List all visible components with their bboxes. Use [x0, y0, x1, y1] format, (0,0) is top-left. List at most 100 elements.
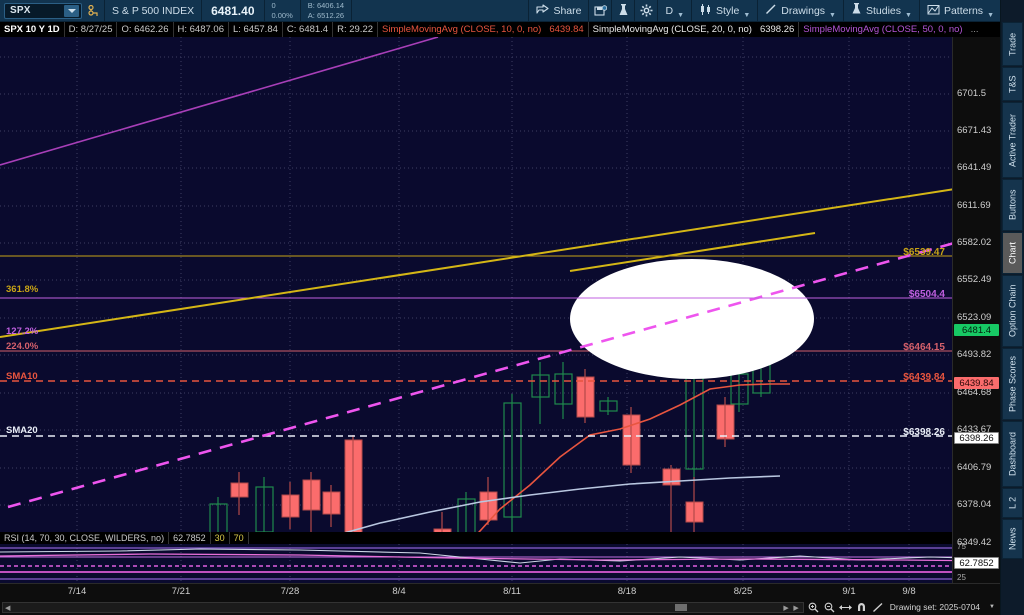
- price-tick: 6433.67: [957, 424, 992, 435]
- ohlc-study-bar: SPX 10 Y 1D D: 8/27/25 O: 6462.26 H: 648…: [0, 22, 1000, 37]
- time-tick: 8/18: [617, 586, 637, 597]
- fit-width-icon[interactable]: [838, 599, 854, 615]
- drawing-set-label[interactable]: Drawing set: 2025-0704: [889, 602, 980, 612]
- studies-label: Studies: [865, 4, 902, 17]
- bottom-status-bar: ◀ ▶ ▶: [0, 599, 1024, 615]
- zoom-in-icon[interactable]: [806, 599, 822, 615]
- study-sma50-label[interactable]: SimpleMovingAvg (CLOSE, 50, 0, no): [803, 24, 963, 35]
- change-absolute: 0: [271, 1, 276, 11]
- magenta-dashed-trendline: [7, 231, 991, 509]
- sidebar-tab-option-chain[interactable]: Option Chain: [1002, 275, 1023, 347]
- gear-icon[interactable]: [635, 0, 657, 22]
- scroll-left-icon[interactable]: ◀: [5, 604, 11, 612]
- chevron-down-icon[interactable]: ▼: [905, 11, 912, 19]
- highlight-ellipse: [570, 259, 814, 379]
- sidebar-tab-dashboard[interactable]: Dashboard: [1002, 421, 1023, 487]
- patterns-icon: [927, 4, 940, 18]
- drawing-tool-button[interactable]: D ▼: [658, 0, 691, 22]
- flask-studies-icon[interactable]: [612, 0, 634, 22]
- time-tick: 9/1: [842, 586, 856, 597]
- time-tick: 9/8: [902, 586, 916, 597]
- sidebar-tab-ts[interactable]: T&S: [1002, 67, 1023, 101]
- scroll-right-icon[interactable]: ▶: [783, 604, 789, 612]
- time-tick: 8/25: [733, 586, 753, 597]
- rsi-chart-panel[interactable]: [0, 544, 1000, 583]
- sma10-price-badge: 6439.84: [954, 377, 999, 389]
- scroll-end-icon[interactable]: ▶: [793, 604, 799, 612]
- time-tick: 7/21: [171, 586, 191, 597]
- price-tick: 6378.04: [957, 499, 992, 510]
- sma10-price-label: $6439.84: [903, 372, 945, 383]
- chevron-down-icon[interactable]: ▼: [829, 11, 836, 19]
- chevron-down-icon[interactable]: ▼: [677, 11, 684, 19]
- ohlc-range: R: 29.22: [333, 22, 379, 37]
- drawings-button[interactable]: Drawings ▼: [758, 0, 843, 22]
- ask-price: A: 6512.26: [307, 10, 345, 20]
- drawing-set-chevron-down-icon[interactable]: ▼: [989, 604, 995, 610]
- chevron-down-icon[interactable]: ▼: [987, 11, 994, 19]
- sidebar-tab-trade[interactable]: Trade: [1002, 22, 1023, 66]
- style-button[interactable]: Style ▼: [692, 0, 757, 22]
- price-tick: 6611.69: [957, 200, 991, 211]
- sma20-price-badge: 6398.26: [954, 432, 999, 444]
- line-tool-icon[interactable]: [870, 599, 886, 615]
- ohlc-low: L: 6457.84: [229, 22, 283, 37]
- price-tick: 6523.09: [957, 312, 992, 323]
- top-toolbar: SPX S & P 500 INDEX 6481.40 0 0.00% B: 6…: [0, 0, 1024, 22]
- drawings-label: Drawings: [781, 4, 826, 17]
- price-chart-panel[interactable]: 361.8% 127.2% 224.0% SMA10 SMA20 $6539.4…: [0, 37, 1000, 532]
- sidebar-tab-l2[interactable]: L 2: [1002, 488, 1023, 518]
- price-axis[interactable]: 6701.5 6671.43 6641.49 6611.69 6582.02 6…: [952, 37, 1000, 583]
- study-sma20-label[interactable]: SimpleMovingAvg (CLOSE, 20, 0, no): [592, 24, 752, 35]
- study-sma20-value: 6398.26: [756, 22, 800, 37]
- share-button[interactable]: Share: [529, 0, 588, 22]
- yellow-trendline-overlay: [569, 232, 816, 272]
- price-tick: 6701.5: [957, 88, 987, 99]
- sma20-line: [344, 475, 781, 532]
- patterns-button[interactable]: Patterns ▼: [920, 0, 1001, 22]
- sidebar-tab-buttons[interactable]: Buttons: [1002, 179, 1023, 231]
- magnet-icon[interactable]: [854, 599, 870, 615]
- scrollbar-thumb[interactable]: [675, 603, 687, 611]
- symbol-input[interactable]: SPX: [4, 2, 82, 19]
- save-chart-icon[interactable]: [589, 0, 611, 22]
- fib-price-127: $6504.4: [908, 289, 945, 300]
- rsi-study-header: RSI (14, 70, 30, CLOSE, WILDERS, no) 62.…: [0, 532, 1000, 544]
- studies-button[interactable]: Studies ▼: [844, 0, 919, 22]
- study-overflow[interactable]: ...: [970, 24, 979, 35]
- horizontal-gridlines: [0, 56, 1000, 506]
- zoom-out-icon[interactable]: [822, 599, 838, 615]
- sidebar-tab-active-trader[interactable]: Active Trader: [1002, 102, 1023, 178]
- rsi-axis-bottom: 25: [957, 573, 966, 582]
- drawing-tool-label: D: [665, 4, 674, 17]
- price-tick: 6552.49: [957, 274, 992, 285]
- price-tick: 6406.79: [957, 462, 992, 473]
- sma10-line: [478, 383, 790, 532]
- time-axis[interactable]: 7/14 7/21 7/28 8/4 8/11 8/18 8/25 9/1 9/…: [0, 583, 1000, 599]
- chevron-down-icon[interactable]: ▼: [743, 11, 751, 19]
- time-tick: 8/11: [503, 586, 521, 597]
- style-icon: [699, 3, 712, 18]
- rsi-lower-level: 30: [211, 532, 230, 544]
- sidebar-tab-news[interactable]: News: [1002, 519, 1023, 559]
- price-tick: 6641.49: [957, 162, 992, 173]
- sidebar-tab-chart[interactable]: Chart: [1002, 232, 1023, 274]
- horizontal-scrollbar[interactable]: ◀ ▶ ▶: [2, 601, 804, 613]
- down-candles: [230, 369, 735, 532]
- chevron-down-icon[interactable]: [64, 4, 79, 17]
- study-sma10-label[interactable]: SimpleMovingAvg (CLOSE, 10, 0, no): [382, 24, 542, 35]
- fib-label-361: 361.8%: [6, 284, 39, 295]
- bid-price: B: 6406.14: [307, 1, 345, 11]
- rsi-line: [0, 548, 1000, 564]
- rsi-label[interactable]: RSI (14, 70, 30, CLOSE, WILDERS, no): [0, 532, 170, 544]
- link-symbol-icon[interactable]: [82, 0, 104, 22]
- symbol-value: SPX: [10, 5, 31, 16]
- price-chart-svg: [0, 37, 1000, 532]
- rsi-upper-level: 70: [230, 532, 249, 544]
- pencil-icon: [765, 4, 777, 18]
- sidebar-tab-phase-scores[interactable]: Phase Scores: [1002, 348, 1023, 420]
- fib-price-224: $6464.15: [903, 342, 945, 353]
- price-tick: 6464.68: [957, 387, 992, 398]
- price-tick: 6349.42: [957, 537, 992, 548]
- ohlc-open: O: 6462.26: [117, 22, 174, 37]
